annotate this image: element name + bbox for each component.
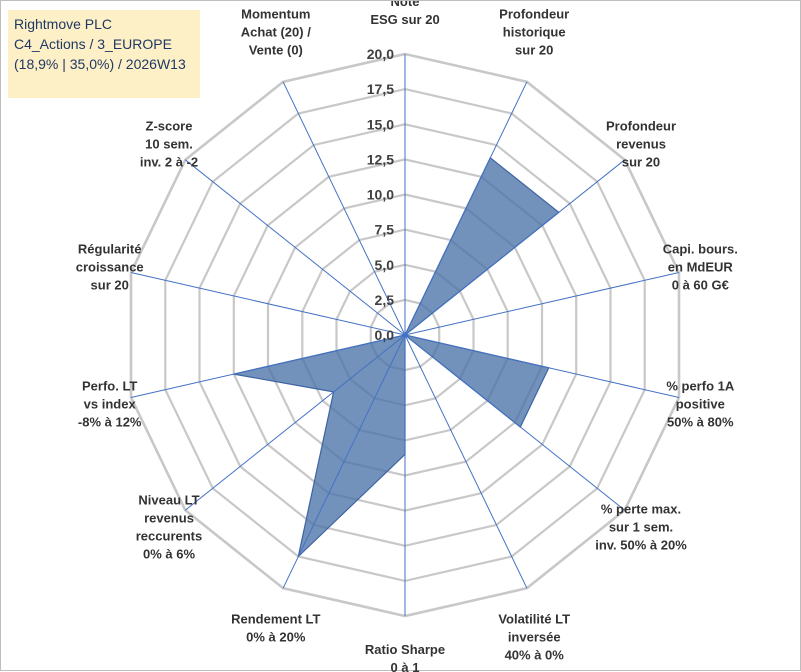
tick-label: 2,5 (375, 292, 395, 308)
axis-label: Note ESG sur 20 (370, 1, 439, 27)
tick-label: 12,5 (367, 151, 394, 167)
axis-spoke (130, 334, 406, 398)
tick-label: 17,5 (367, 81, 394, 97)
axis-spoke (130, 272, 406, 336)
axis-spoke (404, 159, 626, 336)
axis-spoke (282, 334, 406, 589)
tick-label-layer: 0,0 2,5 5,0 7,5 10,0 12,5 15,0 17,5 20,0 (367, 46, 394, 343)
series-layer (233, 156, 560, 559)
axis-label: Z-score 10 sem. inv. 2 à -2 (140, 119, 198, 170)
tick-label: 0,0 (375, 327, 395, 343)
title-metrics: (18,9% | 35,0%) / 2026W13 (14, 56, 186, 72)
tick-label: 7,5 (375, 222, 395, 238)
axis-label-layer: Note ESG sur 20 Profondeur historique sur 20… (76, 1, 738, 672)
axis-spoke (282, 81, 406, 336)
axis-label: Perfo. LT vs index -8% à 12% (78, 378, 142, 429)
axis-spoke (404, 334, 680, 398)
axis-label: Niveau LT revenus reccurents 0% à 6% (136, 492, 202, 561)
title-company: Rightmove PLC (14, 16, 113, 32)
axis-label: Régularité croissance sur 20 (76, 242, 144, 293)
axis-label: % perte max. sur 1 sem. inv. 50% à 20% (595, 501, 687, 552)
axis-label: Profondeur revenus sur 20 (606, 119, 676, 170)
tick-label: 15,0 (367, 116, 394, 132)
spoke-layer (130, 54, 680, 616)
axis-spoke (404, 81, 528, 336)
axis-label: Profondeur historique sur 20 (499, 6, 569, 57)
axis-label: Capi. bours. en MdEUR 0 à 60 G€ (663, 242, 738, 293)
axis-spoke (184, 334, 406, 511)
axis-label: Rendement LT 0% à 20% (231, 612, 320, 645)
axis-spoke (184, 159, 406, 336)
axis-label: % perfo 1A positive 50% à 80% (666, 378, 735, 429)
title-category: C4_Actions / 3_EUROPE (14, 36, 172, 52)
axis-label: Volatilité LT inversée 40% à 0% (498, 612, 570, 663)
axis-spoke (404, 334, 528, 589)
title-box: Rightmove PLC C4_Actions / 3_EUROPE (18,… (8, 10, 200, 98)
series-area (233, 156, 560, 559)
axis-spoke (404, 334, 626, 511)
tick-label: 20,0 (367, 46, 394, 62)
tick-label: 10,0 (367, 187, 394, 203)
axis-label: Momentum Achat (20) / Vente (0) (241, 6, 311, 57)
axis-label: Ratio Sharpe 0 à 1 (365, 642, 445, 672)
tick-label: 5,0 (375, 257, 395, 273)
axis-spoke (404, 272, 680, 336)
